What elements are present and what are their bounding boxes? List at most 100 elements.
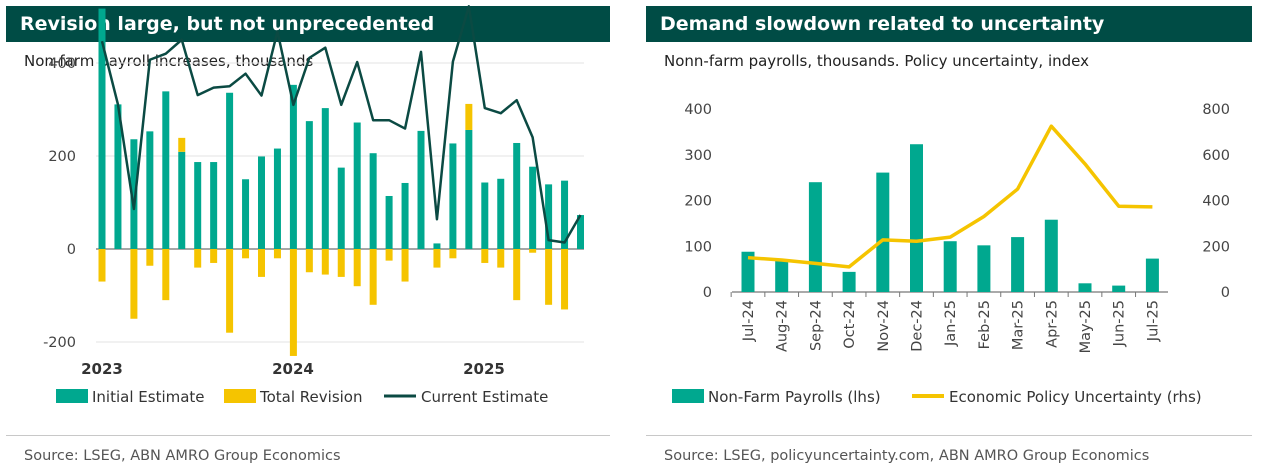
current-estimate-line — [100, 5, 582, 244]
y-right-tick-label: 600 — [1202, 148, 1230, 164]
right-chart-title: Demand slowdown related to uncertainty — [646, 6, 1252, 42]
y-tick-label: 0 — [67, 242, 76, 258]
right-source: Source: LSEG, policyuncertainty.com, ABN… — [664, 448, 1150, 464]
x-tick-label: Apr-25 — [1044, 300, 1060, 348]
y-right-tick-label: 200 — [1202, 239, 1230, 255]
x-tick-label: Mar-25 — [1011, 300, 1027, 350]
initial-estimate-bar — [449, 143, 457, 249]
y-right-tick-label: 0 — [1221, 285, 1230, 301]
x-tick-label: Nov-24 — [876, 300, 892, 352]
initial-estimate-bar — [401, 182, 409, 249]
y-tick-label: -200 — [43, 335, 76, 351]
y-left-tick-label: 200 — [684, 194, 712, 210]
initial-estimate-bar — [289, 84, 297, 249]
total-revision-bar — [178, 137, 186, 152]
x-tick-label: 2023 — [81, 360, 123, 378]
total-revision-bar — [353, 249, 361, 287]
x-tick-label: Oct-24 — [842, 300, 858, 349]
legend-swatch-payrolls — [672, 389, 704, 403]
total-revision-bar — [337, 249, 345, 277]
payrolls-bar — [943, 241, 957, 292]
total-revision-bar — [497, 249, 505, 268]
total-revision-bar — [289, 249, 297, 356]
total-revision-bar — [401, 249, 409, 282]
total-revision-bar — [481, 249, 489, 263]
total-revision-bar — [449, 249, 457, 259]
initial-estimate-bar — [545, 184, 553, 249]
payrolls-bar — [910, 144, 923, 292]
initial-estimate-bar — [497, 178, 505, 249]
payrolls-bar — [808, 182, 822, 292]
initial-estimate-bar — [114, 104, 122, 249]
initial-estimate-bar — [417, 130, 425, 249]
legend-label-payrolls: Non-Farm Payrolls (lhs) — [708, 388, 881, 406]
initial-estimate-bar — [162, 91, 170, 250]
total-revision-bar — [385, 249, 393, 261]
y-right-tick-label: 400 — [1202, 194, 1230, 210]
y-left-tick-label: 400 — [684, 102, 712, 118]
total-revision-bar — [369, 249, 377, 305]
initial-estimate-bar — [210, 162, 218, 249]
legend-swatch-initial — [56, 389, 88, 403]
x-tick-label: May-25 — [1078, 300, 1094, 353]
total-revision-bar — [162, 249, 170, 301]
payrolls-bar — [842, 271, 856, 292]
total-revision-bar — [226, 249, 234, 333]
total-revision-bar — [258, 249, 265, 277]
payrolls-bar — [741, 251, 755, 292]
right-divider — [646, 435, 1252, 436]
payrolls-bar — [1078, 283, 1092, 292]
y-right-tick-label: 800 — [1202, 102, 1230, 118]
total-revision-bar — [130, 249, 138, 319]
legend-label-uncertainty: Economic Policy Uncertainty (rhs) — [949, 388, 1202, 406]
x-tick-label: Jul-25 — [1145, 300, 1161, 342]
y-tick-label: 400 — [48, 56, 76, 72]
initial-estimate-bar — [529, 166, 537, 249]
initial-estimate-bar — [194, 162, 202, 249]
initial-estimate-bar — [226, 92, 234, 249]
initial-estimate-bar — [385, 195, 393, 249]
payrolls-bar — [876, 172, 890, 292]
x-tick-label: Dec-24 — [910, 300, 926, 352]
initial-estimate-bar — [481, 182, 489, 249]
x-tick-label: Sep-24 — [808, 300, 824, 351]
y-left-tick-label: 300 — [684, 148, 712, 164]
right-panel: Demand slowdown related to uncertainty N… — [646, 0, 1266, 472]
initial-estimate-bar — [178, 151, 186, 249]
legend-label-initial: Initial Estimate — [92, 388, 205, 406]
left-chart-title: Revision large, but not unprecedented — [6, 6, 610, 42]
initial-estimate-bar — [513, 142, 521, 249]
total-revision-bar — [98, 249, 106, 282]
payrolls-bar — [977, 245, 991, 292]
initial-estimate-bar — [258, 156, 265, 249]
payrolls-bar — [1145, 258, 1159, 292]
legend-label-revision: Total Revision — [259, 388, 363, 406]
initial-estimate-bar — [305, 121, 313, 249]
total-revision-bar — [529, 249, 537, 253]
total-revision-bar — [513, 249, 521, 301]
initial-estimate-bar — [130, 139, 138, 249]
x-tick-label: Feb-25 — [977, 300, 993, 349]
initial-estimate-bar — [337, 167, 345, 249]
total-revision-bar — [433, 249, 441, 268]
payrolls-bar — [775, 259, 789, 292]
total-revision-bar — [561, 249, 569, 310]
total-revision-bar — [146, 249, 154, 266]
initial-estimate-bar — [369, 153, 377, 249]
x-tick-label: 2024 — [272, 360, 314, 378]
total-revision-bar — [210, 249, 218, 263]
total-revision-bar — [273, 249, 281, 259]
left-panel: Revision large, but not unprecedented No… — [0, 0, 620, 472]
x-tick-label: Jan-25 — [943, 300, 959, 347]
total-revision-bar — [242, 249, 250, 259]
payrolls-bar — [1112, 285, 1126, 292]
total-revision-bar — [305, 249, 313, 273]
left-chart-subtitle: Non-farm payroll increases, thousands — [24, 52, 314, 70]
x-tick-label: Jun-25 — [1112, 300, 1128, 347]
x-tick-label: Aug-24 — [775, 300, 791, 352]
left-source: Source: LSEG, ABN AMRO Group Economics — [24, 448, 341, 464]
x-tick-label: Jul-24 — [741, 300, 757, 342]
y-tick-label: 200 — [48, 149, 76, 165]
